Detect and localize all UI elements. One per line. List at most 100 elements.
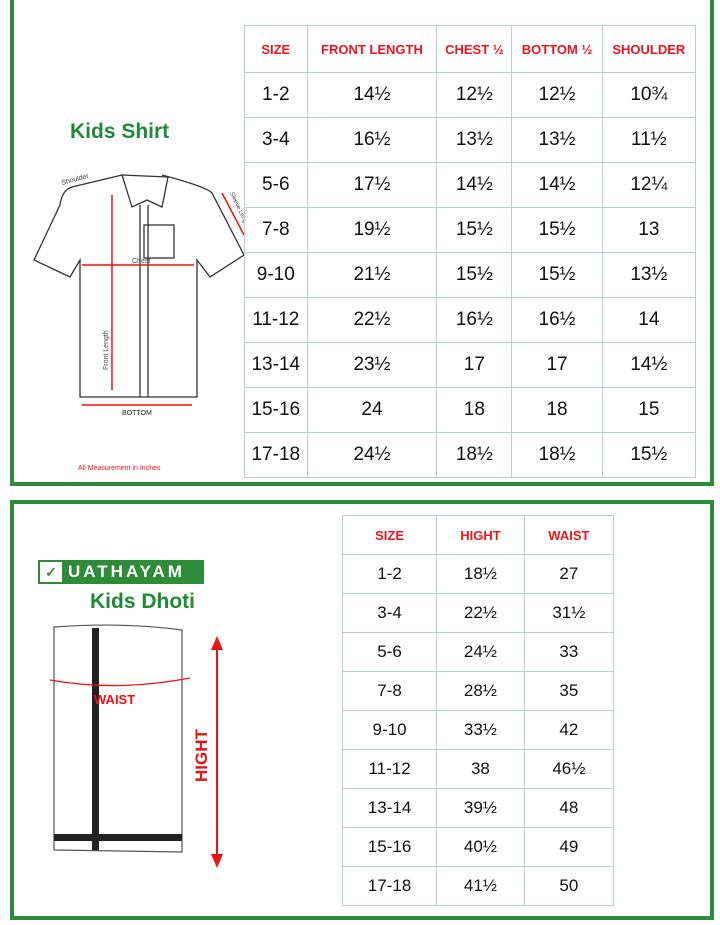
table-cell: 15-16	[244, 387, 308, 433]
chest-label: Chest	[132, 258, 150, 265]
table-cell: 15½	[511, 207, 603, 253]
table-row: 5-6 17½ 14½ 14½ 12¼	[244, 162, 697, 208]
table-cell: 17-18	[244, 432, 308, 478]
table-cell: 31½	[523, 593, 615, 633]
kids-shirt-panel: Kids Shirt Chest Shoulder Sleeve Length …	[10, 0, 714, 486]
hight-label: HIGHT	[192, 729, 211, 783]
shirt-size-table: SIZE FRONT LENGTH CHEST ½ BOTTOM ½ SHOULDER 1…	[244, 25, 697, 478]
table-row: 3-4 16½ 13½ 13½ 11½	[244, 117, 697, 163]
kids-dhoti-panel: ✓ UATHAYAM Kids Dhoti WAIST HIGHT SIZE HI…	[10, 500, 714, 920]
table-row: 7-8 28½ 35	[341, 671, 615, 711]
table-cell: 13½	[511, 117, 603, 163]
table-cell: 9-10	[341, 710, 438, 750]
table-cell: 14½	[511, 162, 603, 208]
table-cell: 22½	[306, 297, 438, 343]
table-cell: 17½	[306, 162, 438, 208]
dhoti-size-table: SIZE HIGHT WAIST 1-2 18½ 27 3-4 22½ 31½ 5-6 24½ 33 7…	[341, 515, 615, 906]
table-cell: 48	[523, 788, 615, 828]
table-cell: 41½	[436, 866, 525, 906]
table-cell: 38	[436, 749, 525, 789]
table-cell: 49	[523, 827, 615, 867]
table-cell: 42	[523, 710, 615, 750]
table-row: 11-12 22½ 16½ 16½ 14	[244, 297, 697, 343]
table-row: 11-12 38 46½	[341, 749, 615, 789]
dhoti-diagram: WAIST HIGHT	[49, 624, 223, 868]
measurement-note: All Measurement in Inches	[78, 465, 161, 472]
table-row: 13-14 39½ 48	[341, 788, 615, 828]
table-cell: 14½	[436, 162, 513, 208]
table-cell: 1-2	[341, 554, 438, 594]
table-cell: 15½	[511, 252, 603, 298]
shirt-title: Kids Shirt	[70, 120, 170, 143]
table-cell: 1-2	[244, 72, 308, 118]
table-row: 5-6 24½ 33	[341, 632, 615, 672]
table-cell: 24½	[306, 432, 438, 478]
table-cell: 14½	[306, 72, 438, 118]
table-cell: 15½	[601, 432, 697, 478]
table-row: 1-2 14½ 12½ 12½ 10¾	[244, 72, 697, 118]
table-cell: 13½	[436, 117, 513, 163]
column-header: SIZE	[244, 25, 308, 73]
table-cell: 11-12	[244, 297, 308, 343]
table-row: 15-16 40½ 49	[341, 827, 615, 867]
table-row: 7-8 19½ 15½ 15½ 13	[244, 207, 697, 253]
table-cell: 18	[436, 387, 513, 433]
dhoti-title: Kids Dhoti	[90, 590, 195, 613]
table-cell: 13½	[601, 252, 697, 298]
column-header: WAIST	[523, 515, 615, 555]
brand-name: UATHAYAM	[68, 562, 185, 581]
table-cell: 13-14	[341, 788, 438, 828]
bottom-label: BOTTOM	[122, 410, 152, 417]
table-cell: 50	[523, 866, 615, 906]
table-row: 9-10 33½ 42	[341, 710, 615, 750]
table-row: 17-18 24½ 18½ 18½ 15½	[244, 432, 697, 478]
column-header: SIZE	[341, 515, 438, 555]
table-row: 9-10 21½ 15½ 15½ 13½	[244, 252, 697, 298]
column-header: SHOULDER	[601, 25, 697, 73]
table-cell: 33½	[436, 710, 525, 750]
table-cell: 10¾	[601, 72, 697, 118]
table-cell: 16½	[306, 117, 438, 163]
table-cell: 40½	[436, 827, 525, 867]
table-cell: 19½	[306, 207, 438, 253]
table-cell: 16½	[436, 297, 513, 343]
table-cell: 3-4	[341, 593, 438, 633]
table-cell: 11½	[601, 117, 697, 163]
table-cell: 22½	[436, 593, 525, 633]
table-cell: 18½	[511, 432, 603, 478]
table-cell: 27	[523, 554, 615, 594]
table-cell: 18½	[436, 432, 513, 478]
shoulder-label: Shoulder	[61, 173, 91, 187]
table-cell: 35	[523, 671, 615, 711]
table-cell: 14	[601, 297, 697, 343]
table-cell: 24	[306, 387, 438, 433]
table-cell: 11-12	[341, 749, 438, 789]
table-cell: 3-4	[244, 117, 308, 163]
table-cell: 21½	[306, 252, 438, 298]
table-cell: 15½	[436, 252, 513, 298]
logo-check-icon: ✓	[40, 562, 62, 582]
table-cell: 23½	[306, 342, 438, 388]
brand-logo: ✓ UATHAYAM	[38, 560, 204, 584]
column-header: FRONT LENGTH	[306, 25, 438, 73]
table-cell: 46½	[523, 749, 615, 789]
table-cell: 16½	[511, 297, 603, 343]
table-cell: 7-8	[244, 207, 308, 253]
table-row: 15-16 24 18 18 15	[244, 387, 697, 433]
table-cell: 12¼	[601, 162, 697, 208]
table-cell: 13	[601, 207, 697, 253]
column-header: BOTTOM ½	[511, 25, 603, 73]
table-cell: 15	[601, 387, 697, 433]
table-cell: 17-18	[341, 866, 438, 906]
table-cell: 28½	[436, 671, 525, 711]
table-row: 17-18 41½ 50	[341, 866, 615, 906]
table-row: 13-14 23½ 17 17 14½	[244, 342, 697, 388]
shirt-diagram: Chest Shoulder Sleeve Length Front Lengt…	[33, 173, 247, 417]
column-header: CHEST ½	[436, 25, 513, 73]
table-cell: 5-6	[341, 632, 438, 672]
table-cell: 14½	[601, 342, 697, 388]
table-cell: 12½	[511, 72, 603, 118]
table-cell: 7-8	[341, 671, 438, 711]
table-row: 1-2 18½ 27	[341, 554, 615, 594]
table-cell: 24½	[436, 632, 525, 672]
